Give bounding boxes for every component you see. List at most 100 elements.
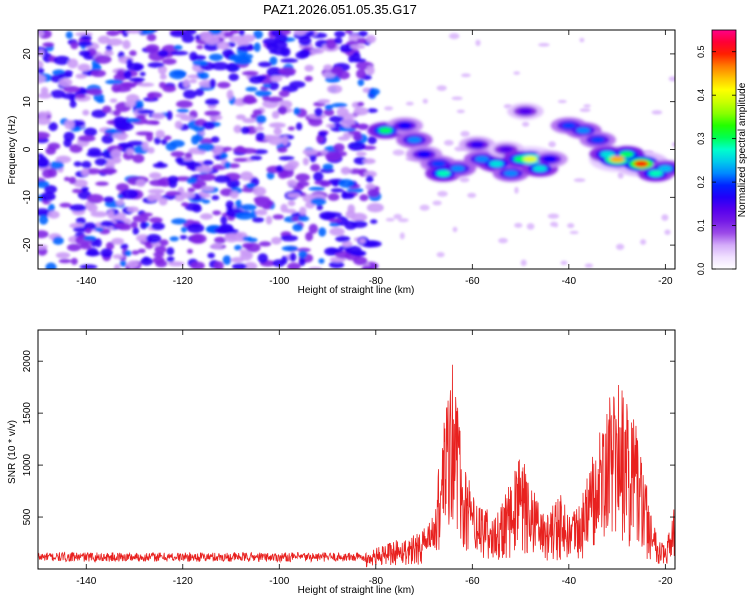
heatmap-noise-cell — [208, 30, 222, 35]
heatmap-speck — [671, 142, 675, 147]
heatmap-noise-cell — [156, 161, 164, 167]
heatmap-noise-cell — [365, 175, 374, 183]
heatmap-noise-cell — [287, 192, 301, 198]
heatmap-noise-cell — [207, 252, 215, 259]
heatmap-noise-cell — [191, 135, 200, 145]
heatmap-noise-cell — [233, 157, 248, 162]
heatmap-noise-cell — [235, 199, 242, 209]
heatmap-noise-cell — [292, 223, 303, 232]
x-tick-label: -60 — [465, 576, 480, 587]
heatmap-noise-cell — [132, 154, 145, 164]
heatmap-noise-cell — [53, 55, 71, 65]
heatmap-noise-cell — [106, 38, 123, 46]
heatmap-noise-cell — [151, 112, 165, 120]
heatmap-noise-cell — [262, 83, 271, 88]
heatmap-noise-cell — [198, 150, 206, 155]
heatmap-noise-cell — [272, 214, 284, 220]
heatmap-noise-cell — [327, 84, 343, 94]
heatmap-noise-cell — [326, 40, 337, 50]
heatmap-noise-cell — [152, 256, 165, 265]
heatmap-noise-cell — [136, 109, 155, 114]
heatmap-noise-cell — [100, 248, 113, 258]
heatmap-noise-cell — [154, 245, 167, 254]
heatmap-noise-cell — [278, 90, 290, 98]
heatmap-noise-cell — [295, 173, 311, 182]
heatmap-noise-cell — [166, 110, 173, 121]
heatmap-noise-cell — [139, 71, 146, 77]
heatmap-noise-cell — [147, 147, 155, 154]
heatmap-noise-cell — [298, 36, 312, 46]
colorbar: 0.0 0.1 0.2 0.3 0.4 0.5 Normalized spectral a… — [696, 29, 748, 275]
heatmap-noise-cell — [357, 101, 365, 107]
heatmap-speck — [449, 33, 460, 40]
heatmap-noise-cell — [83, 235, 96, 241]
heatmap-noise-cell — [293, 107, 301, 116]
heatmap-speck — [616, 243, 625, 250]
heatmap-speck — [461, 73, 471, 78]
heatmap-noise-cell — [297, 215, 310, 222]
heatmap-noise-cell — [170, 151, 185, 158]
heatmap-noise-cell — [202, 160, 214, 166]
heatmap-noise-cell — [189, 79, 198, 84]
heatmap-noise-cell — [69, 94, 76, 102]
heatmap-x-axis: -140 -120 -100 -80 -60 -40 -20 — [76, 30, 673, 287]
heatmap-noise-cell — [94, 55, 112, 64]
heatmap-noise-cell — [243, 94, 256, 105]
heatmap-noise-cell — [358, 238, 366, 244]
heatmap-signal-blob — [658, 165, 673, 172]
heatmap-noise-cell — [79, 243, 92, 250]
x-tick-label: -120 — [173, 276, 193, 287]
heatmap-noise-cell — [90, 211, 108, 218]
heatmap-noise-cell — [257, 253, 268, 264]
heatmap-noise-cell — [242, 242, 253, 249]
colorbar-gradient — [712, 30, 736, 269]
heatmap-noise-cell — [38, 215, 49, 225]
heatmap-noise-cell — [238, 30, 245, 37]
heatmap-noise-cell — [308, 186, 326, 191]
heatmap-noise-cell — [349, 44, 366, 49]
heatmap-speck — [651, 110, 663, 115]
heatmap-noise-cell — [149, 179, 168, 187]
heatmap-noise-cell — [364, 170, 377, 178]
heatmap-noise-cell — [224, 161, 231, 169]
heatmap-noise-cell — [254, 75, 267, 81]
heatmap-noise-cell — [166, 256, 175, 263]
heatmap-noise-cell — [366, 240, 382, 248]
heatmap-noise-cell — [69, 100, 77, 108]
heatmap-noise-cell — [255, 114, 267, 124]
heatmap-noise-cell — [58, 78, 73, 87]
heatmap-noise-cell — [161, 138, 168, 145]
heatmap-noise-cell — [124, 100, 136, 108]
heatmap-noise-cell — [330, 188, 344, 193]
heatmap-noise-cell — [159, 81, 166, 89]
heatmap-noise-cell — [103, 50, 114, 57]
heatmap-noise-cell — [234, 244, 242, 251]
heatmap-noise-cell — [171, 218, 187, 225]
heatmap-noise-cell — [52, 236, 64, 245]
heatmap-noise-cell — [329, 115, 345, 123]
snr-plot-area — [38, 330, 675, 569]
heatmap-noise-cell — [100, 220, 114, 227]
heatmap-noise-cell — [227, 163, 240, 169]
heatmap-noise-cell — [186, 177, 197, 184]
heatmap-noise-cell — [357, 123, 369, 130]
heatmap-noise-cell — [219, 152, 228, 160]
heatmap-speck — [467, 192, 477, 198]
heatmap-speck — [456, 109, 465, 114]
heatmap-noise-cell — [341, 192, 355, 199]
heatmap-noise-cell — [340, 113, 358, 119]
heatmap-noise-cell — [211, 136, 220, 143]
heatmap-noise-cell — [140, 257, 153, 266]
heatmap-noise-cell — [137, 82, 155, 87]
heatmap-noise-cell — [366, 65, 375, 76]
colorbar-tick-label: 0.3 — [696, 132, 706, 145]
heatmap-noise-cell — [149, 217, 163, 224]
heatmap-noise-cell — [149, 172, 162, 180]
heatmap-noise-cell — [198, 173, 216, 181]
heatmap-noise-cell — [116, 183, 129, 192]
heatmap-noise-cell — [184, 202, 201, 211]
heatmap-noise-cell — [111, 237, 125, 245]
heatmap-noise-cell — [150, 120, 160, 125]
heatmap-signal-blob — [503, 170, 518, 177]
heatmap-noise-cell — [327, 248, 343, 253]
